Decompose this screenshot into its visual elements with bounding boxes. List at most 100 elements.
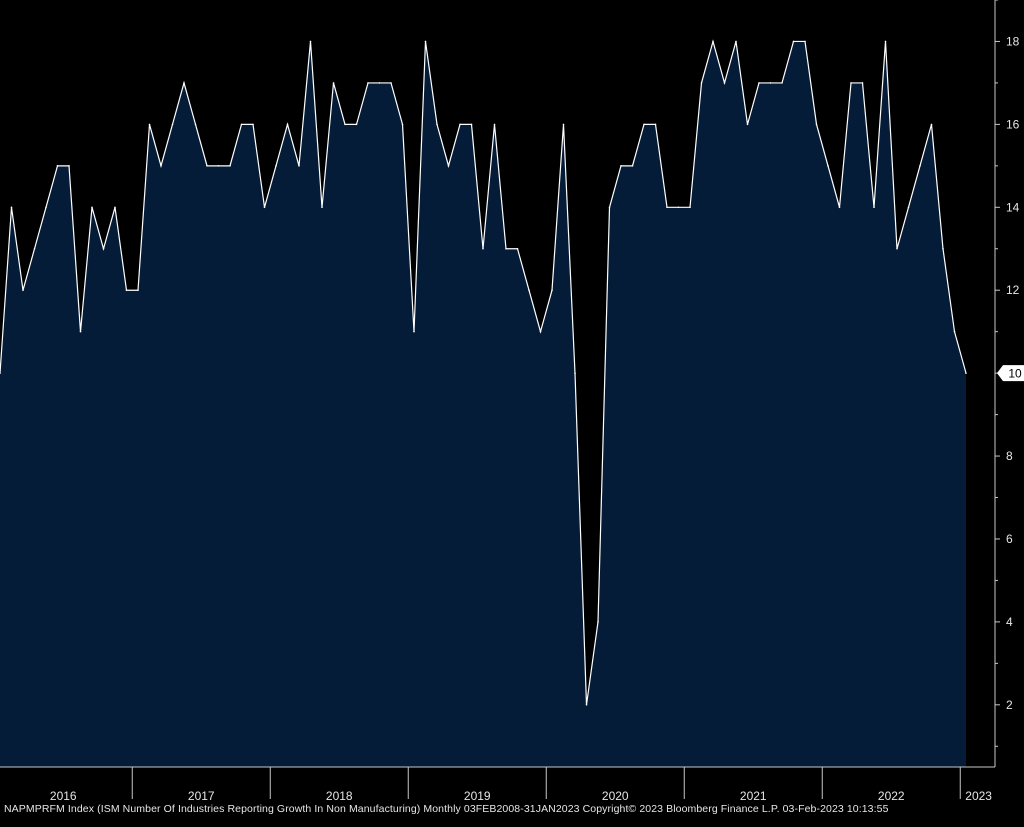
- x-year-label-2021: 2021: [740, 789, 767, 803]
- data-point-2019-01: [413, 330, 415, 333]
- data-point-2017-01: [137, 289, 139, 292]
- data-point-2017-10: [240, 123, 243, 126]
- y-tick-label-16: 16: [1006, 117, 1020, 131]
- data-point-2021-05: [735, 40, 737, 43]
- y-tick-label-6: 6: [1006, 532, 1013, 546]
- data-point-2021-12: [815, 123, 818, 126]
- data-point-2022-06: [884, 40, 887, 43]
- data-point-2019-03: [436, 123, 438, 126]
- last-value-label: 10: [1008, 367, 1022, 381]
- data-point-2021-01: [689, 206, 691, 209]
- data-point-2022-12: [953, 330, 956, 333]
- data-point-2019-12: [539, 330, 542, 333]
- data-point-2021-10: [792, 40, 795, 43]
- data-point-2022-11: [942, 247, 944, 250]
- data-point-2021-11: [804, 40, 806, 43]
- data-point-2019-07: [482, 247, 484, 250]
- data-point-2019-04: [447, 165, 450, 167]
- data-point-2020-12: [677, 206, 680, 209]
- data-point-2020-07: [620, 165, 622, 167]
- data-point-2017-06: [194, 123, 197, 126]
- data-point-2018-01: [275, 165, 277, 167]
- data-point-2021-02: [700, 82, 703, 84]
- data-point-2019-09: [505, 247, 507, 250]
- area-layer: [0, 41, 966, 767]
- x-year-label-2019: 2019: [464, 789, 491, 803]
- data-point-2019-06: [470, 123, 473, 126]
- x-year-label-2023: 2023: [965, 789, 992, 803]
- data-point-2016-02: [10, 206, 13, 209]
- data-point-2021-04: [723, 82, 726, 84]
- data-point-2020-06: [608, 206, 611, 209]
- data-point-2022-02: [838, 206, 841, 209]
- data-point-2017-12: [263, 206, 266, 209]
- data-point-2018-08: [355, 123, 358, 126]
- data-point-2017-04: [171, 123, 174, 126]
- data-point-2016-08: [79, 330, 82, 333]
- data-point-2020-01: [551, 289, 553, 292]
- y-tick-label-18: 18: [1006, 34, 1020, 48]
- data-point-2022-04: [861, 82, 864, 84]
- y-tick-label-4: 4: [1006, 615, 1013, 629]
- data-point-2016-11: [114, 206, 116, 209]
- data-point-2021-07: [758, 82, 760, 84]
- data-point-2019-11: [528, 289, 530, 292]
- data-point-2018-10: [378, 82, 381, 84]
- last-value-badge: [997, 365, 1024, 382]
- data-point-2017-05: [183, 82, 185, 84]
- data-point-2022-05: [873, 206, 875, 209]
- data-point-2018-07: [344, 123, 346, 126]
- data-point-2016-05: [45, 206, 47, 209]
- chart-footer-source: NAPMPRFM Index (ISM Number Of Industries…: [4, 803, 889, 815]
- data-point-2016-12: [125, 289, 128, 292]
- data-point-2021-08: [769, 82, 772, 84]
- data-point-2021-03: [712, 40, 714, 43]
- data-point-2020-03: [574, 372, 576, 374]
- axis-layer: [0, 0, 1000, 799]
- data-point-2017-11: [252, 123, 254, 126]
- x-year-label-2022: 2022: [878, 789, 905, 803]
- data-point-2020-05: [597, 621, 599, 623]
- data-point-2016-07: [68, 165, 70, 167]
- data-point-2022-08: [907, 206, 910, 209]
- data-point-2018-09: [367, 82, 369, 84]
- data-point-2021-09: [781, 82, 783, 84]
- x-year-label-2017: 2017: [188, 789, 215, 803]
- data-point-2018-12: [401, 123, 404, 126]
- data-point-2020-09: [643, 123, 645, 126]
- y-tick-label-12: 12: [1006, 283, 1020, 297]
- data-point-2019-02: [424, 40, 427, 43]
- data-point-2017-07: [206, 165, 208, 167]
- label-layer: 2 4 6 8 10 12 14 16 18 2016 2017 2018 2019 2020 2021 20…: [50, 34, 1024, 803]
- data-point-2016-10: [102, 247, 105, 250]
- data-point-2018-03: [298, 165, 300, 167]
- data-point-2020-11: [666, 206, 668, 209]
- data-point-2016-04: [33, 247, 36, 250]
- y-tick-label-8: 8: [1006, 449, 1013, 463]
- x-year-label-2016: 2016: [50, 789, 77, 803]
- data-point-2018-11: [390, 82, 392, 84]
- line-layer: [0, 39, 967, 706]
- data-point-2018-04: [309, 40, 312, 43]
- data-point-2019-10: [516, 247, 519, 250]
- data-point-2020-04: [585, 704, 588, 706]
- data-point-2022-03: [850, 82, 852, 84]
- y-tick-label-14: 14: [1006, 200, 1020, 214]
- y-tick-label-2: 2: [1006, 698, 1013, 712]
- data-point-2016-03: [22, 289, 24, 292]
- data-point-2018-02: [286, 123, 289, 126]
- x-year-label-2018: 2018: [326, 789, 353, 803]
- series-area-fill: [0, 41, 966, 767]
- data-point-2016-06: [56, 165, 59, 167]
- data-point-2018-05: [321, 206, 323, 209]
- data-point-2017-09: [229, 165, 231, 167]
- data-point-2022-01: [827, 165, 829, 167]
- data-point-2021-06: [746, 123, 749, 126]
- data-point-2020-08: [631, 165, 634, 167]
- x-year-label-2020: 2020: [602, 789, 629, 803]
- data-point-2019-08: [493, 123, 496, 126]
- data-point-2022-10: [930, 123, 933, 126]
- data-point-2020-02: [562, 123, 565, 126]
